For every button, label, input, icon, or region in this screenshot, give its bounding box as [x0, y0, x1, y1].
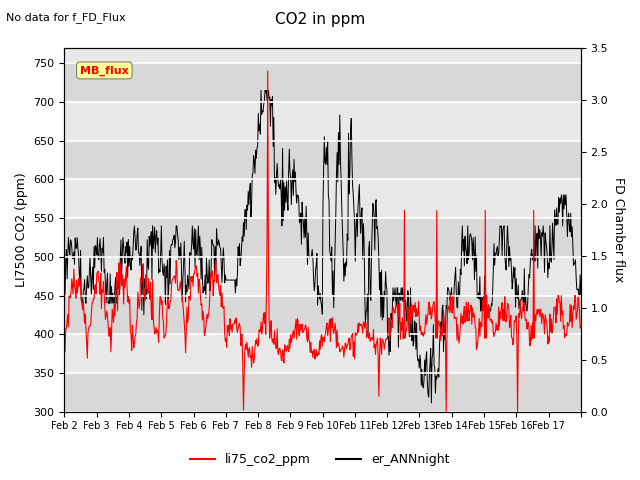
Text: CO2 in ppm: CO2 in ppm: [275, 12, 365, 27]
Bar: [65, 257, 581, 296]
Y-axis label: LI7500 CO2 (ppm): LI7500 CO2 (ppm): [15, 172, 28, 287]
Text: No data for f_FD_Flux: No data for f_FD_Flux: [6, 12, 126, 23]
Bar: [65, 334, 581, 373]
Bar: [65, 48, 581, 63]
Bar: [65, 102, 581, 141]
Legend: li75_co2_ppm, er_ANNnight: li75_co2_ppm, er_ANNnight: [186, 448, 454, 471]
Bar: [65, 296, 581, 334]
Bar: [65, 141, 581, 180]
Bar: [65, 373, 581, 412]
Text: MB_flux: MB_flux: [80, 65, 129, 75]
Bar: [65, 218, 581, 257]
Bar: [65, 63, 581, 102]
Y-axis label: FD Chamber flux: FD Chamber flux: [612, 177, 625, 282]
Bar: [65, 180, 581, 218]
